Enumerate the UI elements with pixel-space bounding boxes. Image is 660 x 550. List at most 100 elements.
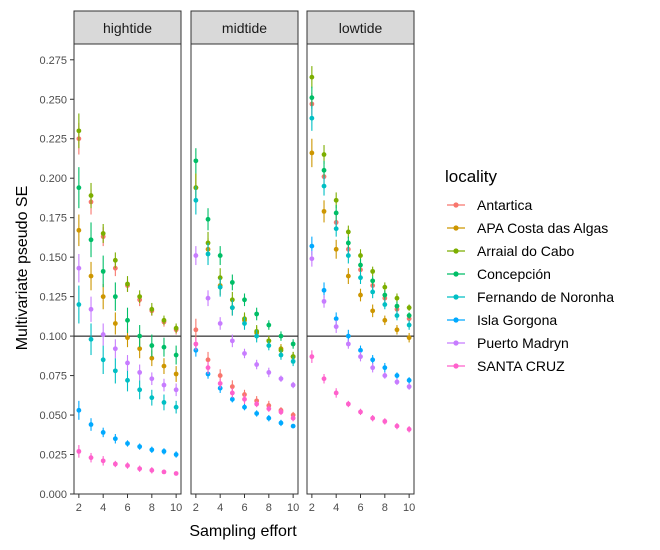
data-point bbox=[76, 227, 82, 233]
facet-strip bbox=[306, 10, 415, 45]
data-point bbox=[161, 448, 167, 454]
y-tick-label: 0.025 bbox=[39, 450, 67, 462]
series-santa-cruz bbox=[193, 337, 296, 422]
legend-item: APA Costa das Algas bbox=[447, 220, 608, 236]
series-fernando-de-noronha bbox=[193, 186, 296, 367]
data-point bbox=[76, 128, 82, 134]
y-tick-label: 0.000 bbox=[39, 489, 67, 501]
legend-label: Puerto Madryn bbox=[477, 335, 569, 351]
data-point bbox=[173, 352, 179, 358]
data-point bbox=[125, 317, 130, 323]
legend-item: Puerto Madryn bbox=[447, 335, 569, 351]
y-tick-label: 0.275 bbox=[39, 55, 67, 67]
legend-label: Fernando de Noronha bbox=[477, 289, 614, 305]
data-point bbox=[161, 400, 167, 405]
data-point bbox=[254, 311, 260, 317]
data-point bbox=[382, 302, 388, 307]
facet-strip-label: midtide bbox=[222, 20, 267, 36]
y-tick-label: 0.200 bbox=[39, 173, 67, 185]
data-point bbox=[112, 321, 118, 326]
data-point bbox=[266, 343, 272, 348]
series-apa-costa-das-algas bbox=[76, 214, 179, 382]
data-point bbox=[217, 381, 223, 386]
legend-key-point bbox=[453, 202, 459, 208]
data-point bbox=[229, 396, 235, 402]
series-santa-cruz bbox=[309, 350, 412, 433]
legend-key-point bbox=[453, 248, 459, 254]
data-point bbox=[321, 287, 327, 293]
series-arraial-do-cabo bbox=[76, 113, 179, 333]
y-tick-label: 0.050 bbox=[39, 410, 67, 422]
x-tick-label: 10 bbox=[170, 502, 182, 514]
data-point bbox=[76, 185, 82, 191]
legend-key-point bbox=[453, 225, 459, 231]
x-tick-label: 2 bbox=[309, 502, 315, 514]
data-point bbox=[100, 332, 106, 337]
x-tick-label: 4 bbox=[100, 502, 106, 514]
series-isla-gorgona bbox=[76, 400, 179, 458]
legend-key-point bbox=[453, 317, 459, 323]
x-tick-label: 4 bbox=[333, 502, 339, 514]
data-point bbox=[370, 278, 376, 284]
data-point bbox=[406, 322, 412, 328]
facet-strip-label: hightide bbox=[103, 20, 152, 36]
data-point bbox=[125, 281, 130, 287]
data-point bbox=[370, 357, 376, 363]
data-point bbox=[229, 390, 235, 396]
data-point bbox=[229, 305, 235, 311]
data-point bbox=[125, 441, 130, 446]
data-point bbox=[112, 436, 118, 442]
data-point bbox=[112, 257, 118, 263]
data-point bbox=[193, 341, 199, 347]
series-apa-costa-das-algas bbox=[309, 138, 412, 343]
data-point bbox=[125, 463, 130, 468]
data-point bbox=[88, 306, 94, 312]
data-point bbox=[161, 469, 167, 475]
data-point bbox=[242, 297, 247, 303]
x-tick-label: 8 bbox=[149, 502, 155, 514]
data-point bbox=[406, 335, 412, 341]
data-point bbox=[370, 268, 376, 274]
series-isla-gorgona bbox=[193, 344, 296, 429]
data-point bbox=[345, 333, 351, 339]
data-point bbox=[112, 294, 118, 300]
x-tick-label: 10 bbox=[287, 502, 299, 514]
data-point bbox=[173, 471, 179, 476]
data-point bbox=[333, 197, 339, 203]
data-point bbox=[266, 370, 272, 375]
data-point bbox=[173, 404, 179, 410]
data-point bbox=[278, 376, 284, 382]
data-point bbox=[125, 360, 130, 366]
legend-key-point bbox=[453, 363, 459, 369]
y-tick-label: 0.250 bbox=[39, 94, 67, 106]
legend-label: Concepción bbox=[477, 266, 551, 282]
x-tick-label: 6 bbox=[124, 502, 130, 514]
data-point bbox=[88, 422, 94, 427]
data-point bbox=[309, 243, 315, 249]
data-point bbox=[229, 384, 235, 390]
data-point bbox=[333, 390, 339, 396]
data-point bbox=[149, 306, 155, 312]
data-point bbox=[358, 292, 363, 298]
data-point bbox=[382, 418, 388, 424]
data-point bbox=[193, 327, 199, 333]
data-point bbox=[290, 423, 296, 429]
data-point bbox=[88, 455, 94, 461]
series-santa-cruz bbox=[76, 445, 179, 476]
series-concepción bbox=[76, 167, 179, 365]
data-point bbox=[266, 406, 272, 412]
data-point bbox=[406, 426, 412, 432]
data-point bbox=[406, 377, 412, 383]
data-point bbox=[100, 430, 106, 435]
data-point bbox=[345, 273, 351, 279]
data-point bbox=[321, 298, 327, 304]
data-point bbox=[370, 289, 376, 295]
data-point bbox=[254, 411, 260, 416]
data-point bbox=[406, 305, 412, 311]
data-point bbox=[137, 294, 143, 300]
facet-strip bbox=[190, 10, 299, 45]
legend-key-point bbox=[453, 340, 459, 346]
data-point bbox=[254, 401, 260, 407]
data-point bbox=[290, 382, 296, 388]
